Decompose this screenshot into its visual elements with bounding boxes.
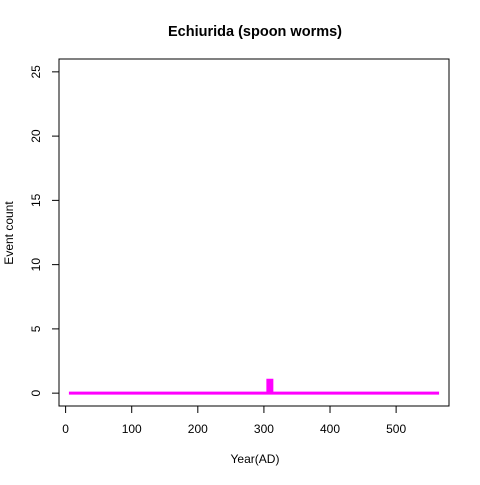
- series-line: [69, 380, 439, 393]
- x-tick-label: 100: [122, 422, 142, 436]
- y-tick-label: 20: [29, 129, 43, 143]
- x-axis-ticks: 0 100 200 300 400 500: [62, 406, 406, 436]
- y-tick-label: 5: [29, 325, 43, 332]
- x-tick-label: 200: [188, 422, 208, 436]
- x-tick-label: 300: [254, 422, 274, 436]
- y-tick-label: 25: [29, 65, 43, 79]
- y-axis-ticks: 0 5 10 15 20 25: [29, 65, 59, 397]
- series-layer: [69, 380, 439, 393]
- y-tick-label: 10: [29, 258, 43, 272]
- plot-box: [59, 59, 449, 406]
- x-tick-label: 400: [320, 422, 340, 436]
- y-tick-label: 0: [29, 389, 43, 396]
- y-axis-label: Event count: [2, 201, 16, 265]
- chart-title: Echiurida (spoon worms): [168, 24, 342, 40]
- x-axis-label: Year(AD): [231, 452, 280, 466]
- x-tick-label: 0: [62, 422, 69, 436]
- y-tick-label: 15: [29, 193, 43, 207]
- x-tick-label: 500: [386, 422, 406, 436]
